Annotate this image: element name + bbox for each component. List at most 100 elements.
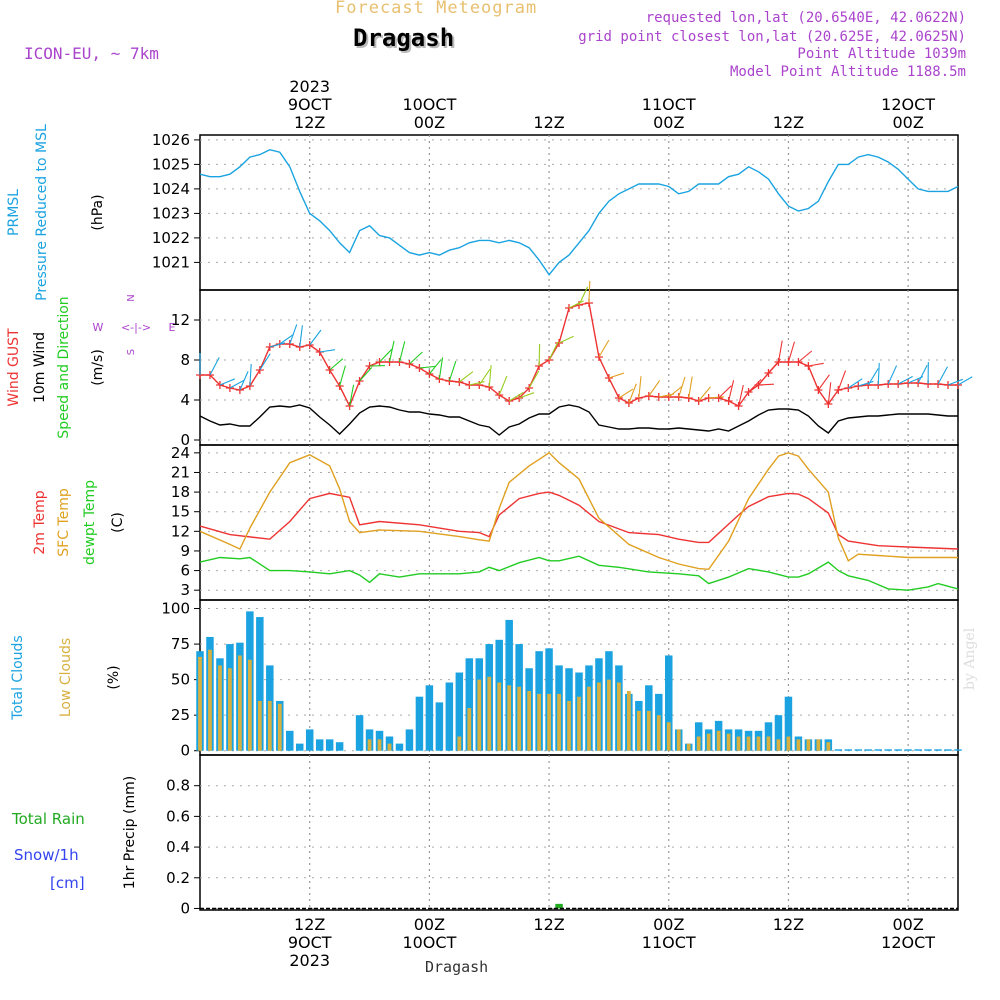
- bar-low-clouds: [367, 739, 372, 751]
- bottom-time-label: 00Z: [892, 915, 923, 934]
- grid-point-coords: grid point closest lon,lat (20.625E, 42.…: [578, 29, 966, 45]
- wind-direction-arrow: [608, 372, 625, 379]
- gust-point: [255, 366, 264, 374]
- y-tick-label: 24: [171, 444, 190, 462]
- series-line-prmsl: [199, 148, 959, 276]
- bottom-time-label: 00Z: [414, 915, 445, 934]
- top-time-label: 00Z: [414, 113, 445, 132]
- bar-total-clouds: [385, 736, 394, 751]
- wind-direction-arrow: [379, 348, 393, 363]
- series-line-10m-wind: [199, 404, 958, 436]
- y-tick-label: 50: [171, 671, 190, 689]
- series-line-sfc-temp: [199, 451, 958, 571]
- bar-low-clouds: [776, 739, 781, 751]
- wind-direction-arrow: [947, 378, 964, 386]
- top-time-label: 12Z: [773, 113, 804, 132]
- wind-direction-arrow: [877, 363, 880, 386]
- y-tick-label: 75: [171, 635, 190, 653]
- y-tick-label: 1025: [152, 155, 190, 173]
- wind-direction-arrow: [528, 370, 540, 389]
- bar-total-clouds: [944, 749, 952, 751]
- gust-point: [944, 381, 953, 389]
- y-tick-label: 8: [180, 351, 190, 369]
- bar-total-clouds: [914, 749, 922, 751]
- wind-direction-arrow: [748, 378, 762, 393]
- y-axis-label: (C): [110, 512, 126, 533]
- wind-direction-arrow: [438, 357, 444, 380]
- y-axis-label: (m/s): [90, 349, 106, 386]
- wind-direction-arrow: [448, 360, 457, 382]
- bar-low-clouds: [277, 703, 282, 751]
- bar-total-clouds: [954, 749, 962, 751]
- gust-point: [465, 381, 474, 389]
- y-axis-label: SFC Temp: [56, 488, 72, 557]
- y-tick-label: 100: [161, 600, 190, 618]
- panel-clouds: 0 25 50 75 100: [161, 599, 962, 760]
- bar-low-clouds: [826, 742, 831, 751]
- bar-total-rain: [555, 903, 563, 909]
- top-time-label: 12Z: [294, 113, 325, 132]
- chart-title: Forecast Meteogram: [335, 0, 538, 18]
- y-axis-label: PRMSL: [6, 189, 22, 236]
- y-tick-label: 12: [171, 311, 190, 329]
- bar-total-clouds: [325, 739, 334, 751]
- bar-low-clouds: [786, 736, 791, 751]
- top-time-label: 12OCT: [881, 95, 935, 114]
- gust-point: [794, 358, 803, 366]
- gust-point: [854, 382, 863, 390]
- y-axis-label: 2m Temp: [32, 490, 48, 554]
- bar-low-clouds: [656, 715, 661, 751]
- y-tick-label: 18: [171, 483, 190, 501]
- wind-direction-arrow: [259, 353, 271, 371]
- gust-point: [505, 397, 514, 405]
- legend-snow: Snow/1h: [14, 846, 79, 864]
- compass-arrows: <-|->: [121, 321, 151, 334]
- bar-low-clouds: [766, 736, 771, 751]
- y-axis-label: (%): [106, 665, 122, 689]
- wind-direction-arrow: [428, 359, 442, 375]
- wind-direction-arrow: [688, 376, 693, 399]
- gust-point: [814, 386, 823, 394]
- y-axis-label: Low Clouds: [58, 638, 74, 717]
- wind-direction-arrow: [249, 364, 252, 387]
- gust-point: [724, 397, 733, 405]
- bar-low-clouds: [587, 686, 591, 751]
- bar-total-clouds: [445, 682, 454, 751]
- bar-low-clouds: [477, 679, 482, 751]
- y-tick-label: 9: [180, 542, 190, 560]
- wind-direction-arrow: [498, 375, 508, 396]
- gust-point: [604, 374, 613, 382]
- bottom-time-label: 12Z: [533, 915, 564, 934]
- bar-total-clouds: [425, 685, 434, 751]
- wind-direction-arrow: [578, 286, 589, 306]
- y-tick-label: 1022: [152, 229, 190, 247]
- bar-low-clouds: [577, 696, 581, 751]
- bar-low-clouds: [247, 659, 252, 751]
- wind-direction-arrow: [568, 300, 584, 309]
- bar-low-clouds: [267, 700, 272, 751]
- bar-low-clouds: [806, 739, 811, 751]
- wind-direction-arrow: [349, 384, 355, 407]
- bar-low-clouds: [676, 729, 681, 751]
- bar-total-clouds: [256, 617, 264, 751]
- gust-point: [664, 393, 673, 401]
- wind-direction-arrow: [279, 333, 294, 345]
- bar-low-clouds: [527, 691, 532, 751]
- bar-low-clouds: [208, 649, 212, 751]
- compass-south: S: [126, 349, 137, 355]
- wind-direction-arrow: [359, 367, 373, 382]
- wind-direction-arrow: [618, 388, 634, 399]
- y-tick-label: 4: [180, 391, 190, 409]
- gust-point: [594, 353, 603, 361]
- wind-direction-arrow: [708, 396, 725, 399]
- bar-total-clouds: [834, 749, 843, 751]
- wind-direction-arrow: [299, 325, 303, 348]
- gust-point: [215, 381, 224, 389]
- wind-direction-arrow: [858, 380, 874, 387]
- bar-total-clouds: [305, 729, 314, 751]
- y-tick-label: 3: [180, 581, 190, 599]
- bar-total-clouds: [405, 729, 414, 751]
